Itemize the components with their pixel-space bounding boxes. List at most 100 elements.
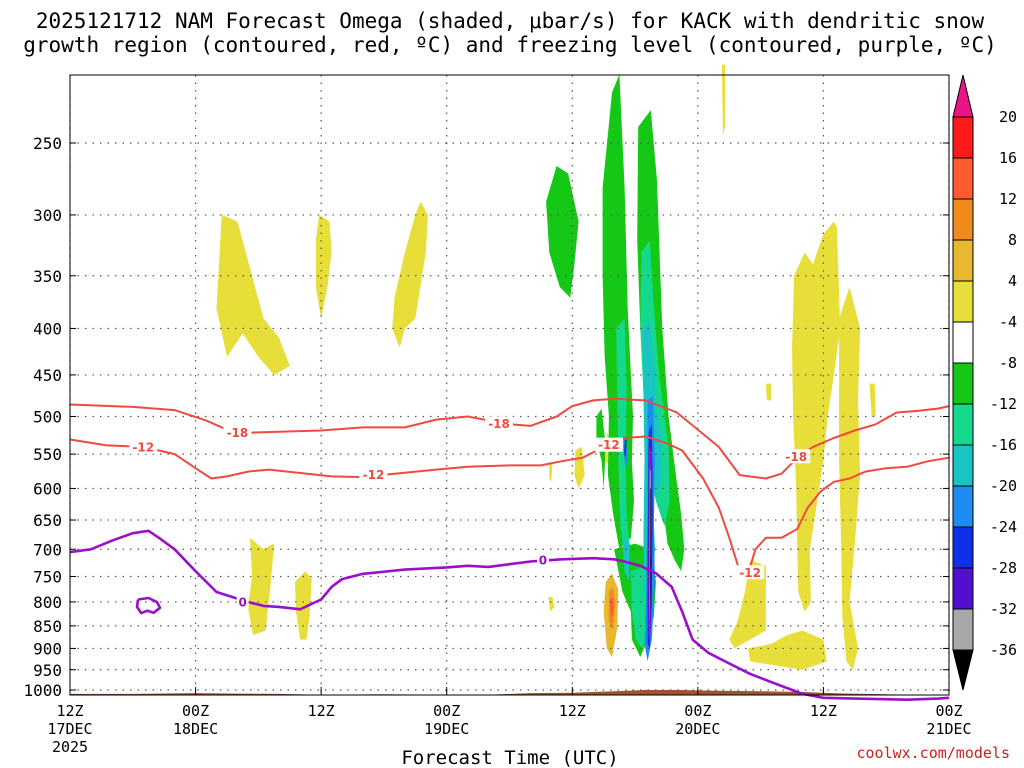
terrain-surface (70, 690, 949, 695)
colorbar-swatch (952, 239, 974, 282)
contour-0C-loop (135, 596, 162, 615)
x-tick-time-label: 00Z (935, 702, 962, 720)
omega-region-pos4 (748, 630, 827, 670)
contour-label: 0 (539, 553, 547, 567)
colorbar-label: -24 (990, 518, 1017, 536)
y-tick-label: 300 (33, 206, 62, 225)
omega-region-pos4 (792, 221, 841, 612)
contour-label: -12 (132, 440, 154, 454)
contour-0C (69, 529, 950, 701)
credit-text: coolwx.com/models (856, 744, 1010, 762)
contour-label-bg (129, 439, 158, 454)
y-tick-label: 400 (33, 319, 62, 338)
x-tick-date-label: 21DEC (926, 720, 971, 738)
contour-label: -12 (363, 468, 385, 482)
omega-region-neg12 (622, 537, 630, 582)
colorbar-label: -4 (999, 313, 1017, 331)
colorbar-swatch (952, 321, 974, 364)
colorbar-label: 12 (999, 190, 1017, 208)
contour-label: -12 (598, 438, 620, 452)
contour--18C (69, 397, 950, 480)
contour-label-bg (736, 565, 765, 580)
contour-label-bg (359, 467, 388, 482)
contour--12C (69, 435, 950, 575)
colorbar-swatch (952, 198, 974, 241)
contour-layer: -18 -18 -18 -12 -12 -12 -12 0 0 (69, 397, 950, 701)
omega-region-neg20 (624, 439, 627, 458)
y-tick-label: 800 (33, 593, 62, 612)
colorbar-label: -32 (990, 600, 1017, 618)
colorbar-top-arrow (952, 74, 974, 118)
plot-frame (69, 74, 950, 696)
colorbar-label: -36 (990, 641, 1017, 659)
omega-region-neg8 (616, 318, 630, 572)
colorbar-label: 4 (1008, 272, 1017, 290)
omega-colorbar: 20 16 12 8 4 -4 -8 -12 -16 -20 -24 -28 -32 -36 (952, 74, 1017, 691)
y-tick-label: 450 (33, 366, 62, 385)
colorbar-swatch (952, 157, 974, 200)
colorbar-label: 8 (1008, 231, 1017, 249)
omega-region-pos4 (574, 446, 585, 489)
omega-region-pos4 (721, 64, 726, 135)
y-tick-label: 650 (33, 511, 62, 530)
y-tick-label: 700 (33, 540, 62, 559)
y-tick-label: 250 (33, 134, 62, 153)
x-axis-label: Forecast Time (UTC) (401, 747, 618, 768)
x-tick-date-label: 20DEC (675, 720, 720, 738)
contour-label-bg (782, 449, 811, 464)
omega-shading-layer (216, 64, 876, 670)
chart-title-line-1: 2025121712 NAM Forecast Omega (shaded, μ… (36, 9, 985, 33)
x-tick-time-label: 12Z (308, 702, 335, 720)
x-tick-date-label: 17DEC (47, 720, 92, 738)
y-tick-label: 500 (33, 408, 62, 427)
x-tick-time-label: 12Z (810, 702, 837, 720)
x-tick-time-label: 12Z (56, 702, 83, 720)
colorbar-swatch (952, 362, 974, 405)
colorbar-label: 16 (999, 149, 1017, 167)
terrain-layer (70, 690, 949, 695)
colorbar-label: -28 (990, 559, 1017, 577)
colorbar-swatch (952, 280, 974, 323)
omega-region-pos4 (765, 383, 772, 401)
x-tick-date-label: 19DEC (424, 720, 469, 738)
colorbar-swatch (952, 116, 974, 159)
y-tick-label: 1000 (23, 681, 62, 700)
x-tick-time-label: 00Z (684, 702, 711, 720)
contour-label: -12 (739, 566, 761, 580)
x-tick-time-label: 12Z (559, 702, 586, 720)
colorbar-swatch (952, 526, 974, 569)
y-tick-label: 950 (33, 661, 62, 680)
omega-region-pos4 (869, 383, 876, 417)
contour-label: -18 (227, 426, 249, 440)
x-tick-date-label: 18DEC (173, 720, 218, 738)
contour-label: -18 (785, 450, 807, 464)
x-tick-time-label: 00Z (182, 702, 209, 720)
colorbar-bottom-arrow (952, 649, 974, 691)
contour-label: 0 (238, 595, 246, 609)
colorbar-swatch (952, 608, 974, 651)
omega-region-neg4 (602, 74, 634, 550)
y-tick-label: 600 (33, 479, 62, 498)
colorbar-label: 20 (999, 108, 1017, 126)
y-tick-label: 550 (33, 445, 62, 464)
colorbar-swatch (952, 403, 974, 446)
x-tick-year-label: 2025 (52, 738, 88, 756)
omega-region-neg4 (637, 110, 685, 572)
omega-region-neg36 (649, 488, 651, 622)
omega-region-neg4 (546, 166, 579, 298)
contour-label-bg (594, 437, 623, 452)
colorbar-swatch (952, 567, 974, 610)
y-tick-label: 850 (33, 617, 62, 636)
contour-label-bg (536, 552, 549, 567)
omega-region-pos4 (548, 597, 555, 612)
contour-label: -18 (488, 417, 510, 431)
omega-region-pos4 (392, 201, 428, 348)
contour-label-bg (485, 416, 514, 431)
omega-region-pos4 (549, 461, 553, 482)
omega-region-pos4 (247, 537, 275, 636)
x-tick-time-label: 00Z (433, 702, 460, 720)
omega-region-pos4 (315, 214, 332, 319)
colorbar-label: -20 (990, 477, 1017, 495)
